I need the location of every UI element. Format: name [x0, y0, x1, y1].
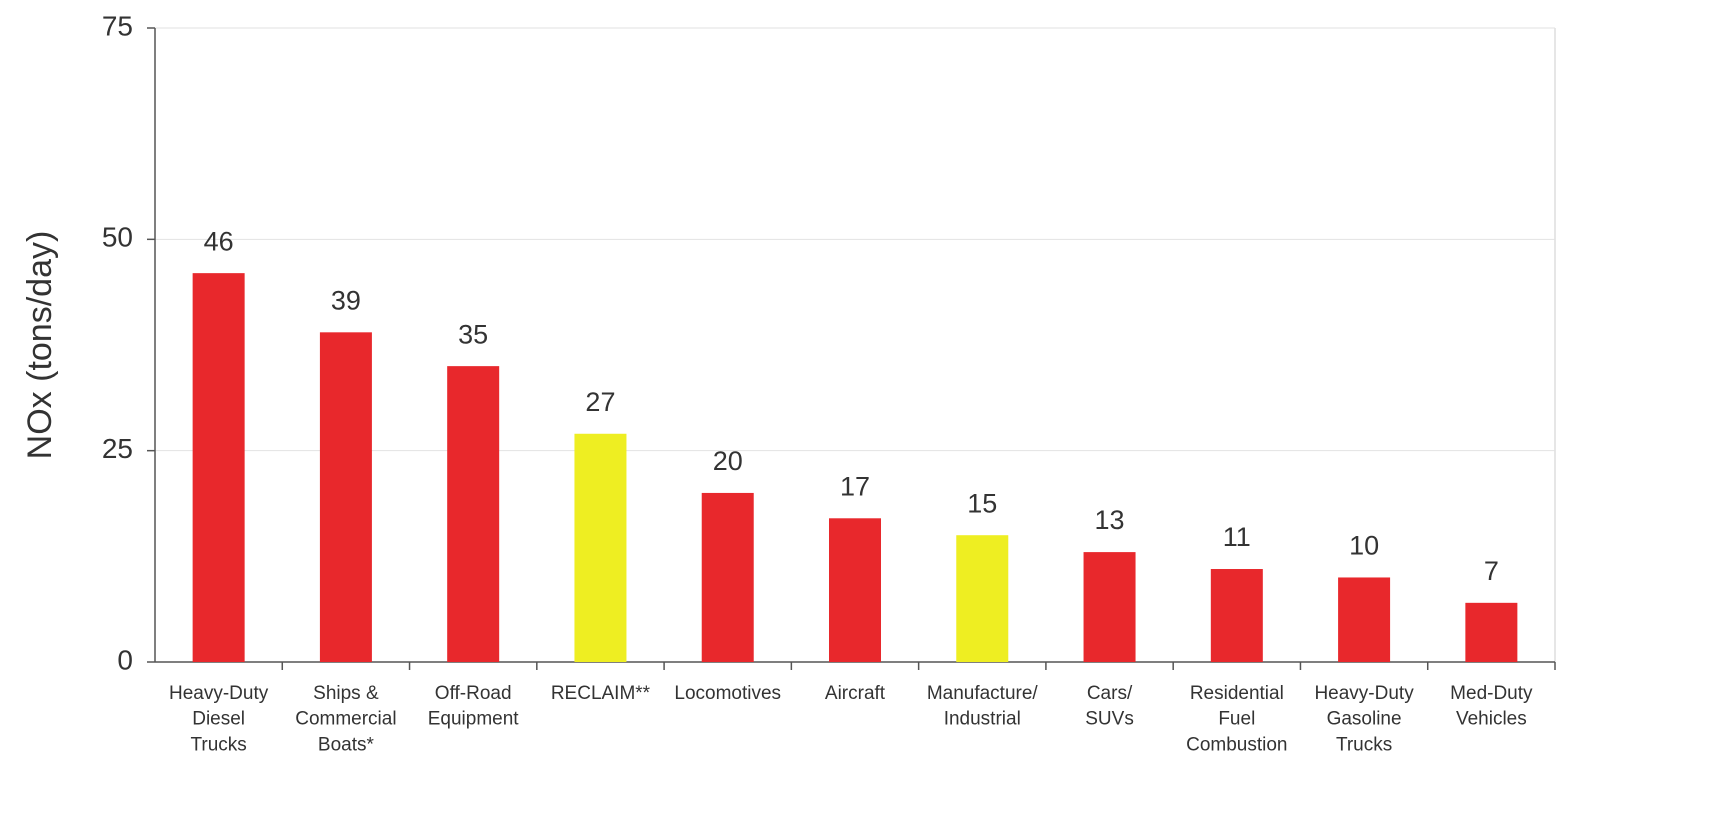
bar — [319, 332, 372, 662]
value-label: 20 — [713, 446, 743, 476]
x-tick-label: Locomotives — [674, 683, 781, 704]
bar — [447, 366, 500, 662]
value-label: 35 — [458, 319, 488, 349]
value-label: 17 — [840, 471, 870, 501]
bar — [1338, 577, 1391, 662]
x-tick-label: Cars/SUVs — [1085, 683, 1134, 730]
y-tick-label: 75 — [102, 10, 133, 41]
value-label: 11 — [1223, 522, 1251, 552]
value-label: 10 — [1349, 531, 1379, 561]
y-axis-label: NOx (tons/day) — [21, 231, 59, 460]
bar — [829, 518, 881, 662]
y-tick-label: 50 — [102, 222, 133, 253]
value-label: 27 — [585, 387, 615, 417]
value-label: 7 — [1484, 556, 1499, 586]
x-tick-label: Aircraft — [825, 683, 886, 704]
value-label: 46 — [204, 226, 234, 256]
x-tick-label: Med-Duty Vehicles — [1450, 683, 1533, 730]
bar — [1083, 552, 1136, 662]
value-label: 13 — [1095, 505, 1125, 535]
x-tick-label: Off-Road Equipment — [428, 683, 520, 730]
bar — [192, 273, 245, 662]
x-tick-label: Heavy-Duty Diesel Trucks — [169, 683, 269, 755]
x-tick-label: Heavy-Duty Gasoline Trucks — [1314, 683, 1414, 755]
value-label: 39 — [331, 285, 361, 315]
bar — [1465, 602, 1518, 662]
bar — [956, 535, 1009, 662]
y-tick-label: 0 — [117, 644, 133, 675]
bar — [574, 433, 627, 662]
x-tick-label: Residential Fuel Combustion — [1186, 683, 1287, 755]
x-tick-label: Ships & Commercial Boats* — [295, 683, 396, 755]
x-tick-label: RECLAIM** — [551, 683, 651, 704]
y-tick-label: 25 — [102, 433, 133, 464]
x-tick-label: Manufacture/Industrial — [927, 683, 1039, 730]
bar — [1210, 569, 1263, 662]
value-label: 15 — [967, 488, 997, 518]
bar — [701, 492, 754, 662]
